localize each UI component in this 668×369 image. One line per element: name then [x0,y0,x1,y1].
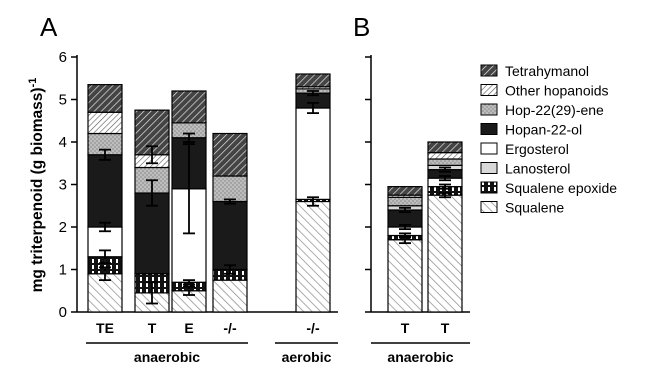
bar-segment [387,239,423,313]
bar-segment [295,107,331,200]
y-axis-label-sup: -1 [27,78,39,88]
bar-segment [387,186,423,196]
bar-segment [87,154,123,228]
legend-label: Squalene epoxide [505,180,617,196]
legend-swatch [480,181,498,194]
y-axis-label: mg triterpenoid (g biomass)-1 [27,78,46,293]
bar-segment [87,111,123,135]
x-category-label: T [401,320,410,336]
legend-swatch [480,123,498,135]
y-axis-label-text: mg triterpenoid (g biomass) [29,87,46,292]
legend-label: Lanosterol [505,161,570,177]
bar-segment [87,84,123,113]
y-tick-label: 5 [59,92,67,109]
bar-segment [295,73,331,88]
y-tick-label: 4 [59,134,67,151]
x-category-label: E [184,320,193,336]
legend-label: Ergosterol [505,141,569,157]
group-label: anaerobic [134,349,200,365]
x-category-label: -/- [306,320,320,336]
legend-label: Hop-22(29)-ene [505,102,604,118]
bar-segment [427,194,463,313]
bar-segment [212,132,248,177]
y-tick-label: 1 [59,262,67,279]
bar-segment [295,200,331,313]
legend-swatch [480,201,498,213]
x-category-label: -/- [223,320,237,336]
bar-segment [427,158,463,166]
legend-swatch [480,64,498,77]
panel-label-a: A [40,12,58,42]
legend-swatch [480,162,498,174]
bar-segment [212,175,248,203]
y-tick-label: 3 [59,177,67,194]
legend-swatch [480,142,498,155]
bar-segment [212,200,248,271]
legend: Tetrahymanol Other hopanoids Hop-22(29)-en… [480,63,617,216]
bar-segment [427,152,463,160]
group-label: anaerobic [387,349,453,365]
legend-label: Other hopanoids [505,83,609,99]
legend-swatch [480,103,498,116]
legend-label: Hopan-22-ol [505,122,582,138]
x-category-label: TE [96,320,114,336]
bar-segment [212,279,248,313]
legend-label: Tetrahymanol [505,63,589,79]
legend-swatch [480,84,498,96]
panel-label-b: B [353,12,370,42]
y-tick-label: 6 [59,49,67,66]
bar-segment [387,196,423,207]
x-category-label: T [441,320,450,336]
x-category-label: T [148,320,157,336]
y-tick-label: 0 [59,304,67,321]
group-label: aerobic [282,349,332,365]
y-tick-label: 2 [59,219,67,236]
bar-segment [427,141,463,154]
legend-label: Squalene [505,200,564,216]
bar-segment [171,90,207,124]
